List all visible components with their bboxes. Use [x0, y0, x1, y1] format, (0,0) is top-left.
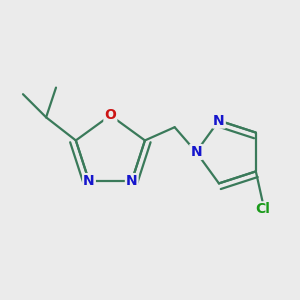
Text: N: N [83, 174, 95, 188]
Text: N: N [213, 114, 225, 128]
Text: N: N [126, 174, 137, 188]
Text: Cl: Cl [255, 202, 270, 216]
Text: N: N [190, 145, 202, 159]
Text: O: O [104, 108, 116, 122]
